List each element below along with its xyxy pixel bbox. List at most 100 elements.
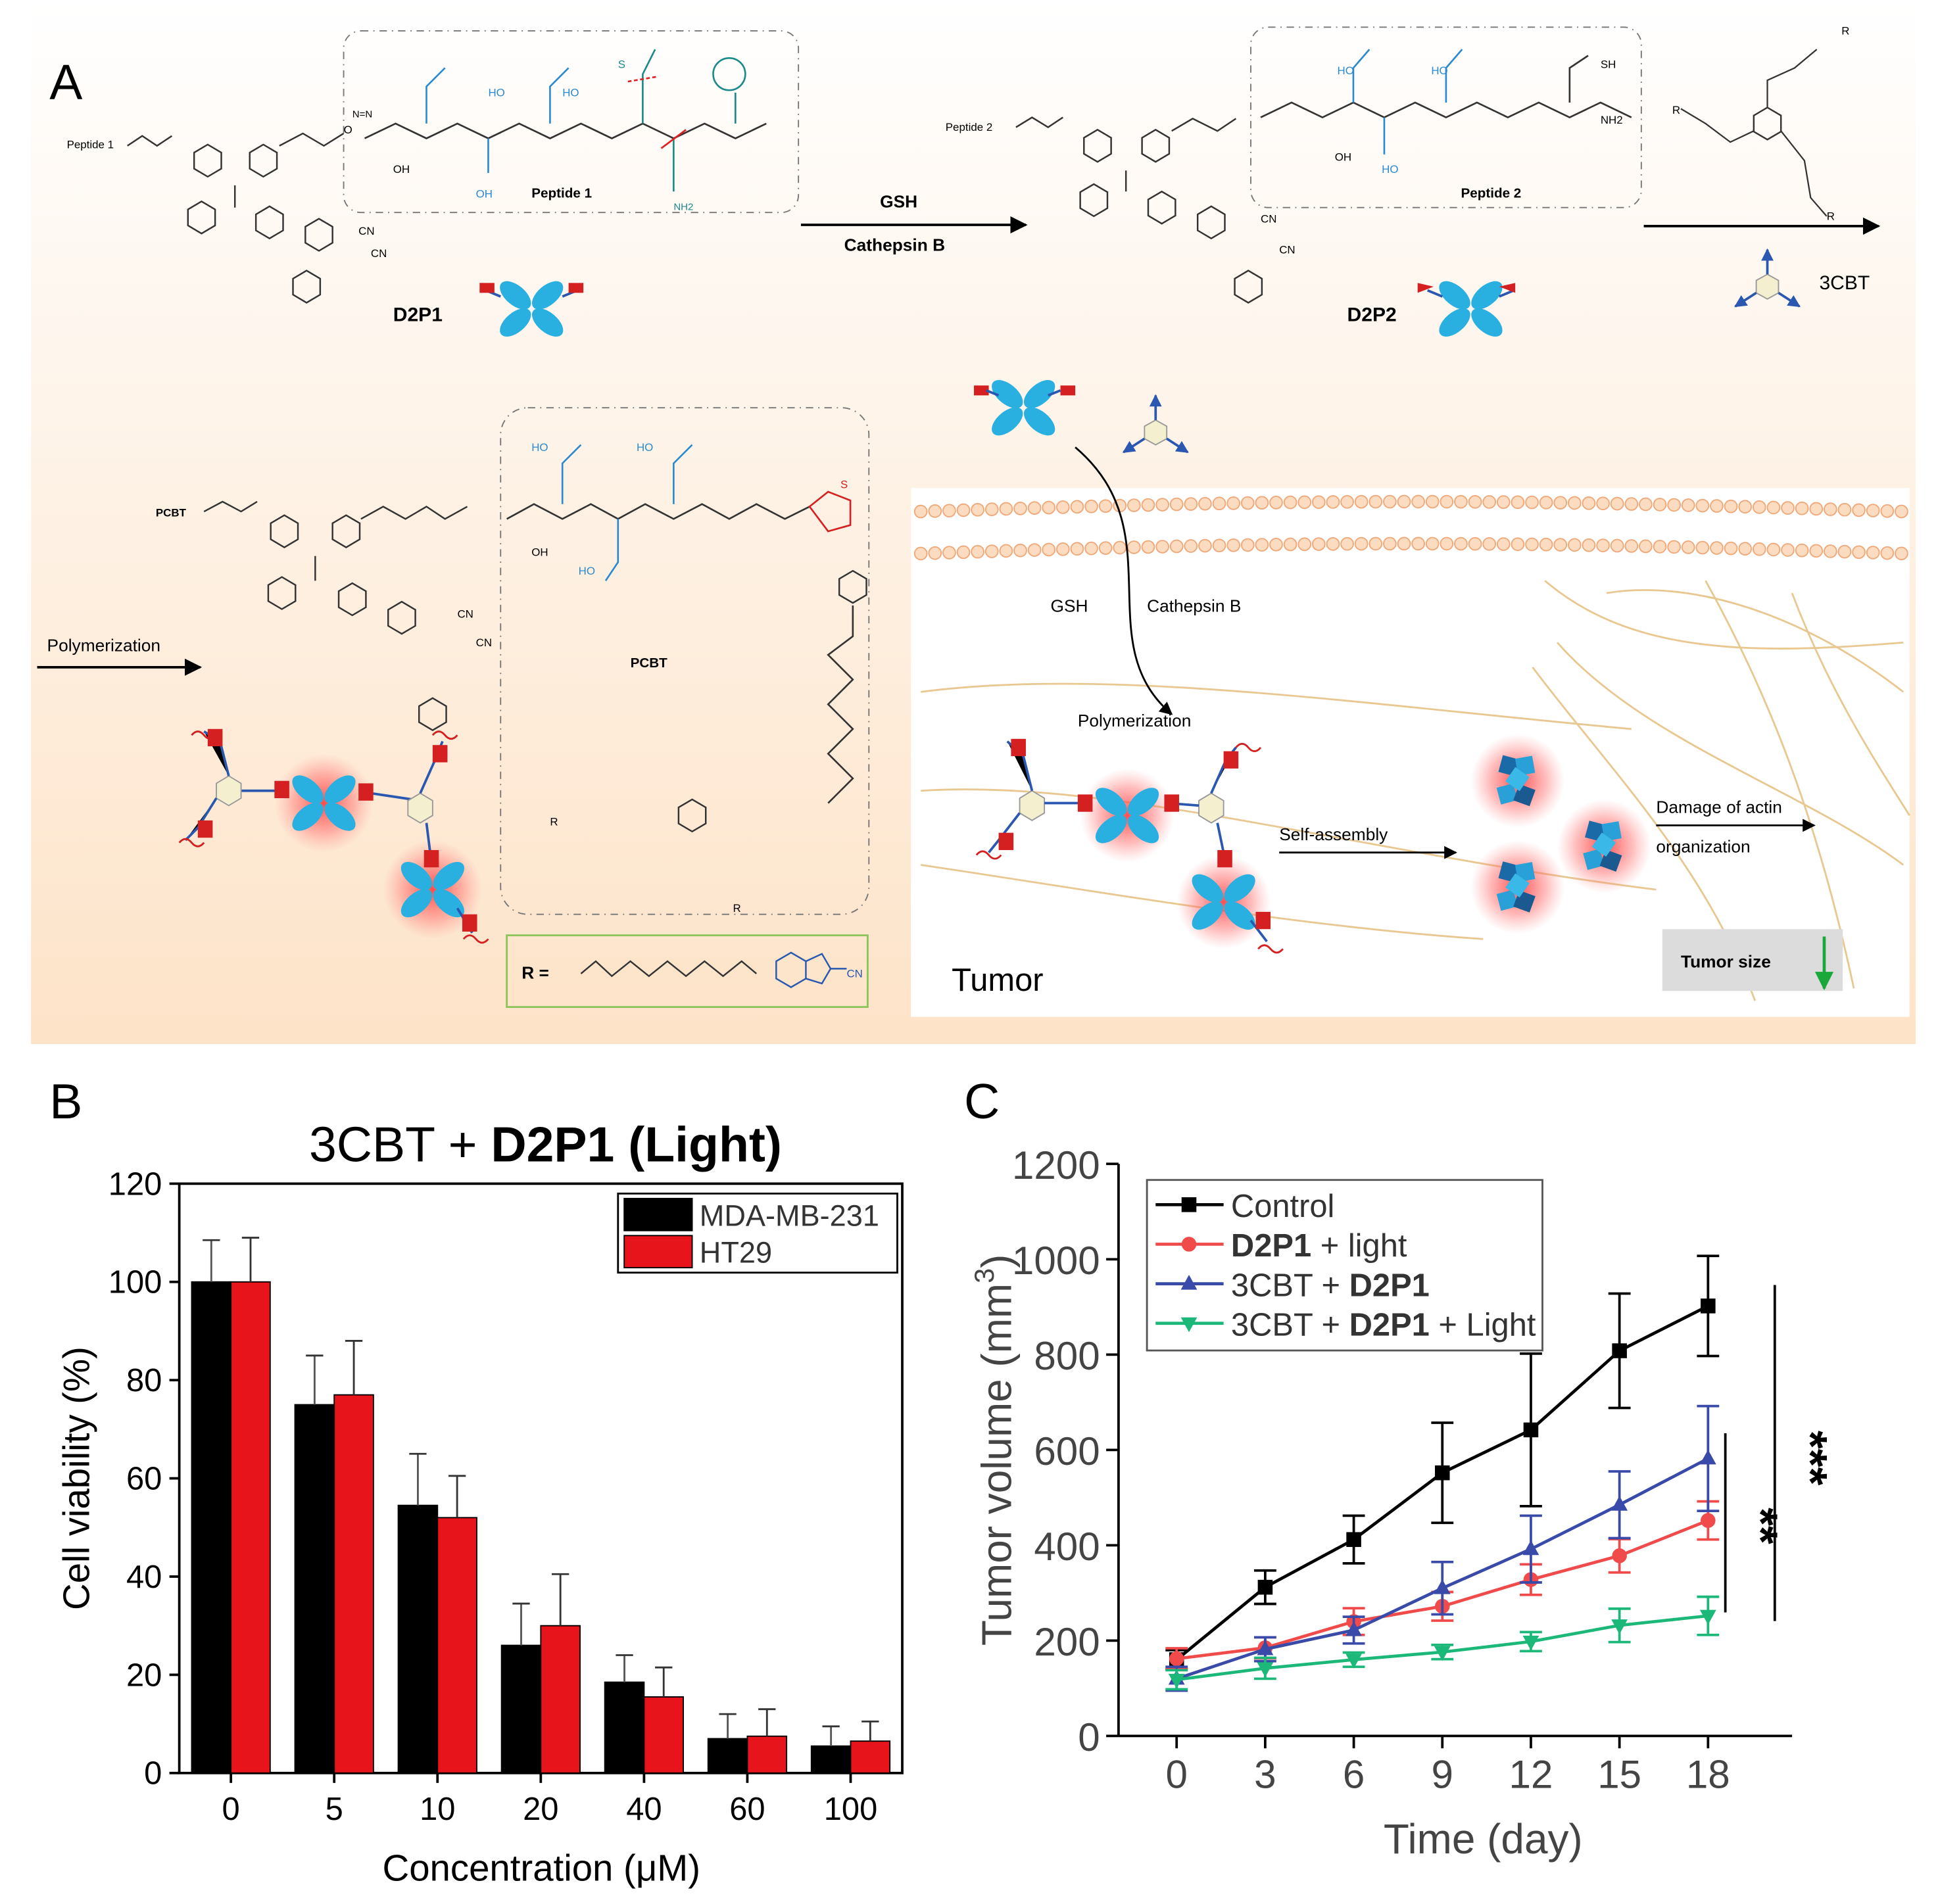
lipid-head	[1369, 536, 1383, 551]
series	[1165, 1595, 1720, 1691]
lipid-head	[1383, 536, 1397, 551]
x-tick-label: 18	[1686, 1752, 1730, 1796]
lipid-head	[1553, 496, 1568, 510]
x-tick-label: 100	[824, 1792, 878, 1827]
y-axis-label: Cell viability (%)	[55, 1346, 97, 1610]
cell-incoming-agents	[974, 374, 1188, 452]
nanoparticle-1	[1470, 734, 1565, 828]
lipid-head	[1624, 497, 1639, 511]
lipid-head	[1610, 538, 1624, 553]
cell-polymerization-label: Polymerization	[1078, 711, 1191, 730]
pcbt-cn-2: CN	[476, 636, 492, 649]
lipid-head	[1240, 538, 1255, 552]
data-point	[1701, 1298, 1716, 1314]
lipid-head	[1113, 540, 1127, 555]
peptide1-label: Peptide 1	[531, 186, 592, 201]
y-tick-label: 1200	[1012, 1143, 1100, 1187]
lipid-head	[1852, 545, 1866, 559]
lipid-head	[1440, 536, 1454, 551]
d2p2-structure	[1015, 116, 1263, 304]
lipid-head	[1070, 542, 1084, 556]
x-tick-label: 0	[222, 1792, 240, 1827]
significance-label-short: **	[1735, 1508, 1787, 1544]
pcbt-structure	[203, 500, 468, 731]
lipid-head	[1895, 546, 1908, 561]
lipid-head	[999, 502, 1013, 516]
data-point	[1168, 1673, 1185, 1689]
lipid-head	[1155, 540, 1169, 554]
x-axis-label: Concentration (μM)	[383, 1847, 701, 1888]
lipid-head	[1866, 504, 1880, 517]
lipid-head	[1226, 496, 1241, 510]
peptide2-ho-1: HO	[1338, 64, 1354, 77]
x-tick-label: 60	[729, 1792, 765, 1827]
lipid-head	[1766, 500, 1781, 515]
y-tick-label: 600	[1034, 1429, 1100, 1473]
peptide2-sh: SH	[1601, 58, 1616, 70]
data-point	[1612, 1343, 1627, 1358]
lipid-head	[1283, 537, 1297, 552]
lipid-head	[1525, 495, 1539, 510]
tumor-label: Tumor	[952, 963, 1043, 998]
lipid-head	[1681, 498, 1695, 512]
lipid-head	[1397, 536, 1411, 551]
3cbt-r-1: R	[1841, 25, 1849, 37]
3cbt-r-2: R	[1672, 104, 1680, 116]
panel-c: C 0 200 400 600 800 1000 1200 0 3 6 9 12 15 18 Time (d…	[964, 1074, 1837, 1863]
lipid-head	[1752, 500, 1766, 514]
legend-swatch	[623, 1197, 693, 1231]
y-axis-label-sup: 3	[969, 1268, 1000, 1283]
d2p1-label: D2P1	[393, 304, 443, 326]
lipid-head	[1141, 498, 1155, 512]
legend-entry: MDA-MB-231	[700, 1199, 879, 1232]
d2p1-cn-1: CN	[358, 225, 374, 237]
lipid-head	[1667, 498, 1681, 512]
peptide2-oh: OH	[1335, 151, 1351, 163]
y-axis-label-end: )	[973, 1254, 1020, 1268]
y-tick-label: 80	[126, 1363, 162, 1398]
lipid-head	[971, 502, 984, 517]
cell-gsh-label: GSH	[1051, 596, 1088, 615]
peptide2-chain	[1260, 49, 1632, 155]
polymerization-left-label: Polymerization	[47, 635, 160, 655]
lipid-head	[1312, 495, 1326, 509]
lipid-head	[971, 544, 984, 559]
panel-b-title: 3CBT + D2P1 (Light)	[309, 1117, 782, 1172]
data-point	[1180, 1317, 1198, 1333]
lipid-head	[1013, 501, 1027, 515]
lipid-head	[1852, 503, 1866, 517]
x-tick-label: 6	[1343, 1752, 1365, 1796]
lipid-head	[1198, 538, 1212, 553]
lipid-head	[1297, 537, 1312, 552]
lipid-head	[1695, 498, 1710, 513]
data-point	[1181, 1197, 1197, 1212]
legend-entry: Control	[1231, 1189, 1335, 1224]
bar	[437, 1517, 477, 1774]
lipid-head	[1809, 544, 1824, 558]
lipid-head	[984, 502, 999, 516]
lipid-head	[1042, 500, 1056, 515]
lipid-head	[984, 544, 999, 558]
lipid-head	[1582, 538, 1596, 552]
lipid-head	[942, 504, 956, 518]
3cbt-label: 3CBT	[1819, 272, 1870, 294]
legend-entry-tail: + light	[1311, 1228, 1407, 1264]
y-tick-label: 400	[1034, 1525, 1100, 1569]
panel-b-title-bold: D2P1 (Light)	[491, 1117, 782, 1172]
peptide1-triazole: N=N	[352, 109, 372, 120]
lipid-head	[1369, 494, 1383, 509]
r-definition-label: R =	[521, 963, 549, 982]
data-point	[1611, 1496, 1628, 1511]
lipid-head	[1738, 542, 1753, 556]
legend-entry-plain: 3CBT +	[1231, 1308, 1349, 1343]
lipid-head	[1880, 504, 1895, 518]
d2p2-cn-2: CN	[1279, 243, 1295, 256]
lipid-head	[1184, 539, 1198, 553]
damage-label-line2: organization	[1656, 837, 1750, 857]
peptide2-ho-3: HO	[1382, 163, 1398, 176]
lipid-head	[1354, 494, 1369, 509]
peptide1-box	[343, 30, 800, 214]
3cbt-r-3: R	[1827, 210, 1835, 223]
y-tick-label: 200	[1034, 1620, 1100, 1664]
